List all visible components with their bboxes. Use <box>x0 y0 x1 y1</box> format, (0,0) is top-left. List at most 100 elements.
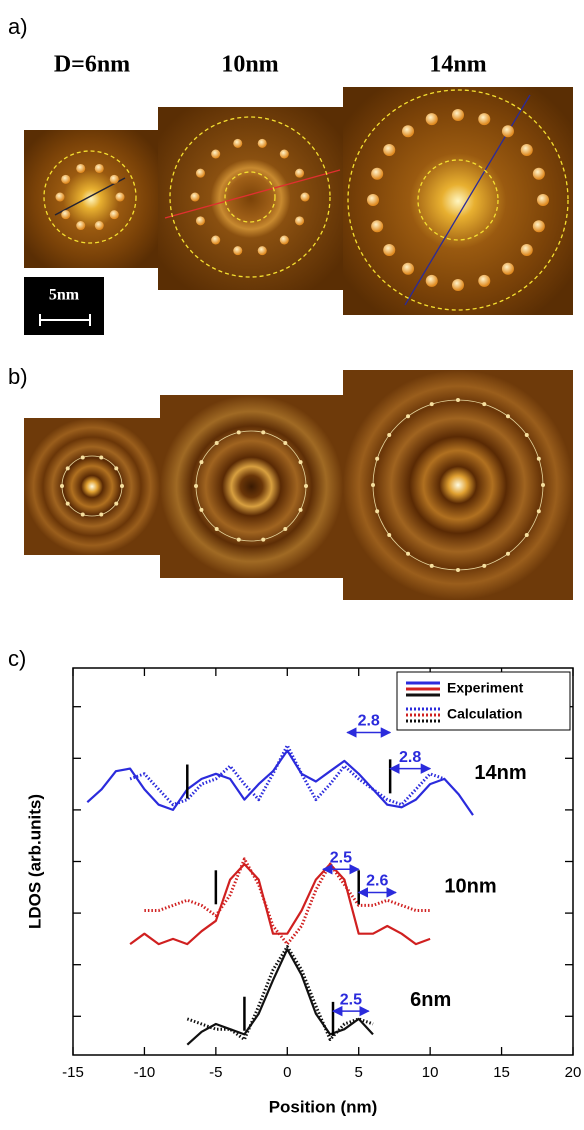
atom <box>99 455 103 459</box>
atom <box>194 484 198 488</box>
x-tick-label: 10 <box>422 1064 439 1081</box>
atom <box>521 144 533 156</box>
atom <box>114 502 118 506</box>
x-tick-label: -5 <box>209 1064 222 1081</box>
atom <box>237 538 241 542</box>
atom <box>525 533 529 537</box>
atom <box>406 414 410 418</box>
atom <box>301 193 310 202</box>
calc-images <box>24 370 573 600</box>
atom <box>215 441 219 445</box>
x-tick-label: -15 <box>62 1064 84 1081</box>
atom <box>283 527 287 531</box>
distance-label: 2.5 <box>340 991 362 1008</box>
atom <box>375 457 379 461</box>
panel-label: b) <box>8 364 28 389</box>
atom <box>521 244 533 256</box>
atom <box>299 460 303 464</box>
atom <box>81 455 85 459</box>
atom <box>430 402 434 406</box>
calc-image <box>343 370 573 600</box>
x-tick-label: 5 <box>355 1064 363 1081</box>
atom <box>66 502 70 506</box>
atom <box>299 508 303 512</box>
distance-label: 2.5 <box>330 849 352 866</box>
series-line <box>144 859 430 944</box>
atom <box>502 125 514 137</box>
atom <box>456 568 460 572</box>
column-title: 10nm <box>221 52 278 78</box>
atom <box>211 149 220 158</box>
atom <box>99 513 103 517</box>
atom <box>383 244 395 256</box>
atom <box>199 508 203 512</box>
atom <box>383 144 395 156</box>
atom <box>482 564 486 568</box>
atom <box>258 246 267 255</box>
atom <box>506 552 510 556</box>
atom <box>371 168 383 180</box>
atom <box>211 236 220 245</box>
series-line <box>130 745 444 804</box>
series-label: 10nm <box>444 876 496 898</box>
column-title: 14nm <box>429 52 486 78</box>
atom <box>430 564 434 568</box>
atom <box>387 433 391 437</box>
atom <box>95 164 104 173</box>
atom <box>506 414 510 418</box>
atom <box>525 433 529 437</box>
column-title: D=6nm <box>54 52 130 78</box>
atom <box>95 221 104 230</box>
x-axis-label: Position (nm) <box>269 1097 378 1116</box>
figure: a) D=6nm 10nm 14nm 5nm b) c) -15-10-5051… <box>0 0 584 1125</box>
atom <box>533 168 545 180</box>
stm-images <box>24 87 573 315</box>
stm-image <box>158 107 343 290</box>
calc-image <box>160 395 343 578</box>
atom <box>452 109 464 121</box>
atom <box>258 139 267 148</box>
calc-image <box>24 418 160 555</box>
atom <box>191 193 200 202</box>
atom <box>402 263 414 275</box>
atom <box>196 169 205 178</box>
atom <box>295 216 304 225</box>
atom <box>116 193 125 202</box>
atom <box>114 466 118 470</box>
atom <box>502 263 514 275</box>
atom <box>110 175 119 184</box>
atom <box>478 113 490 125</box>
legend-label: Calculation <box>447 706 522 722</box>
atom <box>56 193 65 202</box>
atom <box>61 210 70 219</box>
legend-label: Experiment <box>447 680 524 696</box>
atom <box>541 483 545 487</box>
atom <box>283 441 287 445</box>
atom <box>261 430 265 434</box>
atom <box>76 164 85 173</box>
atom <box>120 484 124 488</box>
atom <box>537 509 541 513</box>
atom <box>81 513 85 517</box>
atom <box>406 552 410 556</box>
x-tick-label: 15 <box>493 1064 510 1081</box>
atom <box>426 113 438 125</box>
atom <box>478 275 490 287</box>
atom <box>537 457 541 461</box>
atom <box>304 484 308 488</box>
atom <box>196 216 205 225</box>
series-label: 14nm <box>474 762 526 784</box>
atom <box>367 194 379 206</box>
x-tick-label: -10 <box>134 1064 156 1081</box>
distance-label: 2.8 <box>358 713 380 730</box>
atom <box>537 194 549 206</box>
atom <box>452 279 464 291</box>
atom <box>533 220 545 232</box>
atom <box>402 125 414 137</box>
atom <box>199 460 203 464</box>
atom <box>60 484 64 488</box>
atom <box>387 533 391 537</box>
atom <box>426 275 438 287</box>
panel-label: a) <box>8 14 28 39</box>
